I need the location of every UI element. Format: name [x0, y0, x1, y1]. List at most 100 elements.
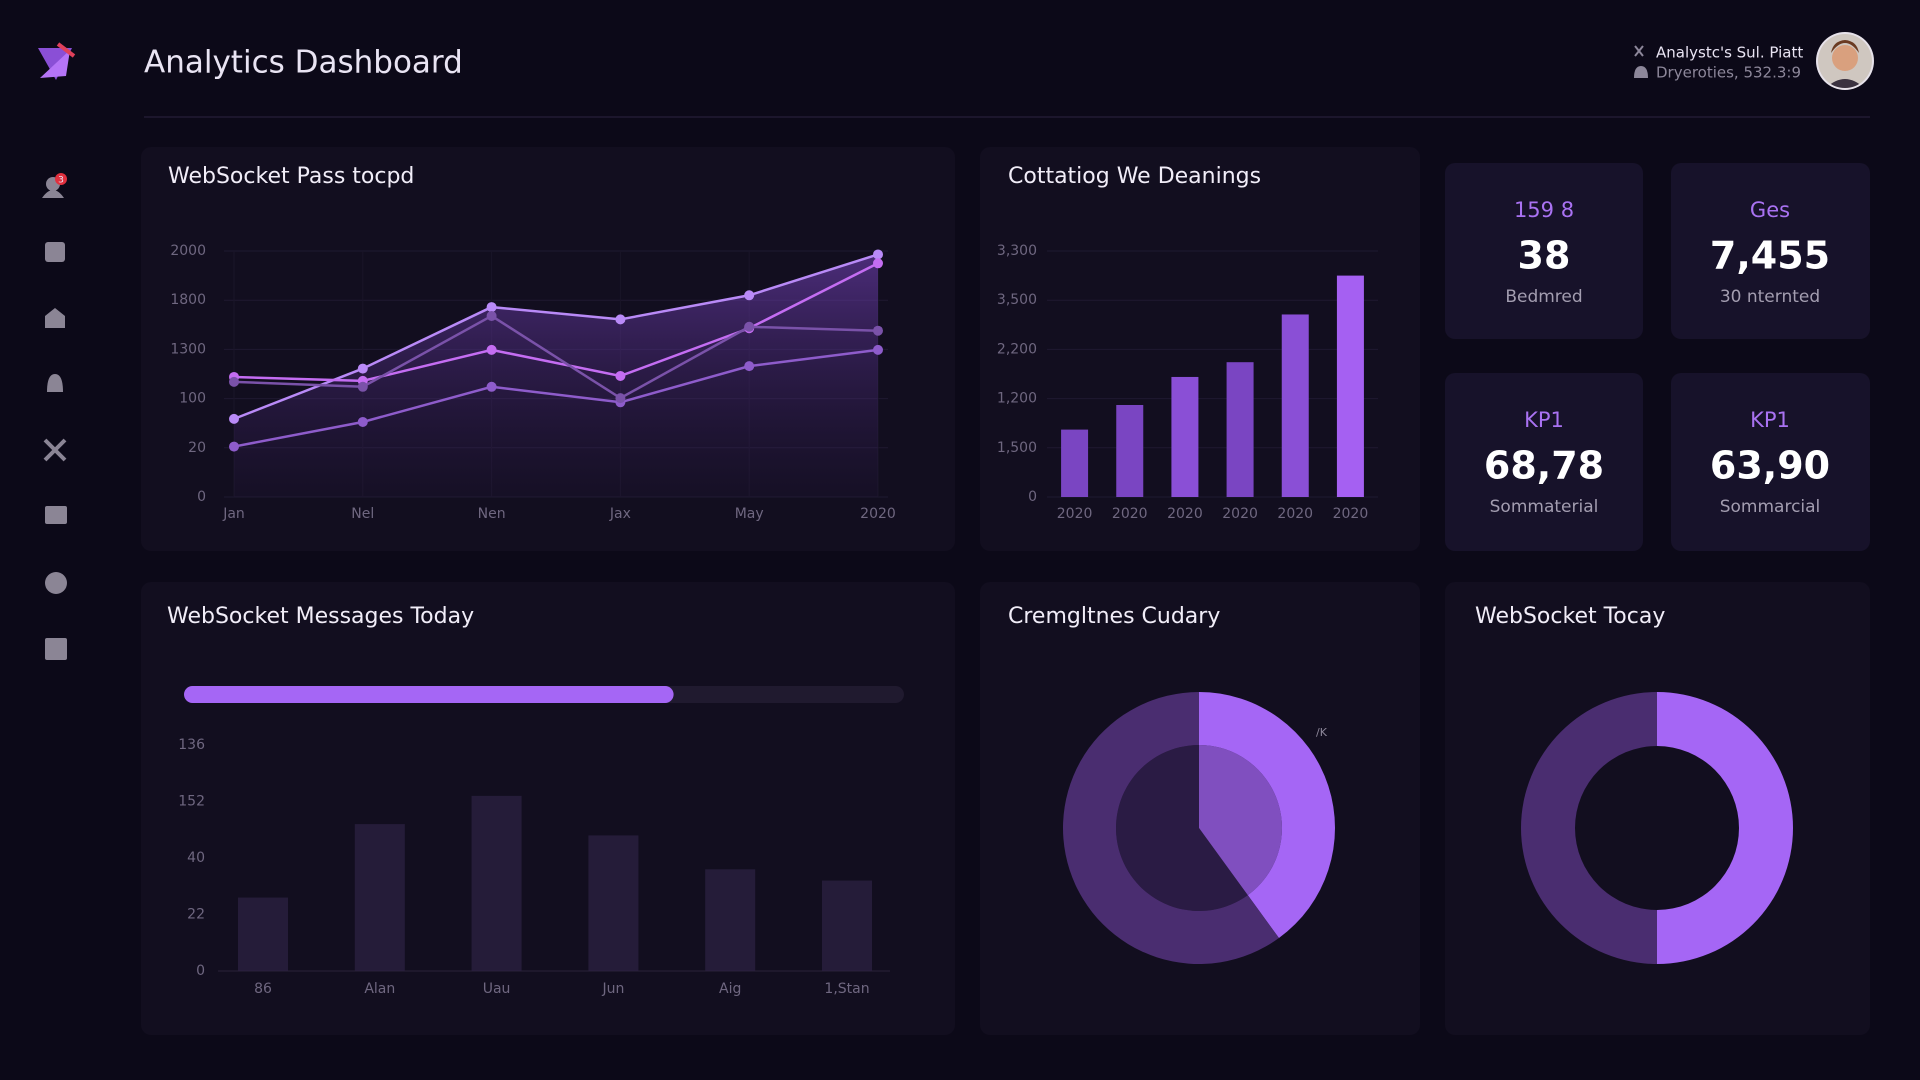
y-tick-label: 3,500 — [997, 292, 1037, 308]
bar — [822, 880, 872, 971]
x-tick-label: 2020 — [1057, 506, 1093, 522]
donut-segment — [1062, 692, 1279, 964]
panel-title: WebSocket Pass tocpd — [168, 164, 414, 189]
y-tick-label: 2000 — [170, 243, 206, 259]
point — [873, 325, 883, 336]
panel-title: WebSocket Tocay — [1475, 604, 1665, 629]
bar — [1171, 376, 1199, 497]
kpi-card — [1445, 163, 1643, 339]
x-tick-label: 2020 — [1277, 506, 1313, 522]
y-tick-label: 22 — [187, 907, 205, 923]
page-title: Analytics Dashboard — [144, 45, 463, 81]
kpi-label: Ges — [1750, 198, 1790, 222]
point — [229, 376, 239, 387]
x-tick-label: Jun — [601, 981, 624, 997]
kpi-caption: Sommarcial — [1720, 497, 1821, 517]
bar — [1281, 314, 1309, 497]
bar — [238, 897, 288, 971]
kpi-value: 38 — [1518, 234, 1571, 278]
annotation: /K — [1316, 726, 1328, 739]
y-tick-label: 3,300 — [997, 243, 1037, 259]
x-tick-label: Nen — [478, 506, 506, 522]
line — [233, 253, 879, 421]
user-name: Analystc's Sul. Piatt — [1656, 44, 1803, 62]
bar — [705, 869, 756, 971]
x-tick-label: May — [735, 506, 764, 522]
y-tick-label: 136 — [178, 737, 205, 753]
y-tick-label: 0 — [197, 489, 206, 505]
point — [615, 314, 626, 325]
notification-badge: 3 — [58, 176, 64, 186]
y-tick-label: 20 — [188, 440, 206, 456]
point — [357, 416, 368, 427]
user-icon — [1634, 45, 1644, 57]
point — [357, 363, 368, 374]
point — [873, 258, 883, 269]
y-tick-label: 0 — [196, 963, 205, 979]
kpi-label: KP1 — [1524, 408, 1564, 432]
logo — [38, 42, 76, 80]
point — [357, 381, 368, 392]
point — [486, 344, 497, 355]
x-tick-label: Nel — [351, 506, 374, 522]
area — [234, 254, 878, 497]
point — [486, 302, 497, 313]
nav-store[interactable] — [45, 308, 65, 328]
nav-reports[interactable] — [45, 242, 65, 262]
point — [744, 290, 755, 301]
bar — [1116, 404, 1144, 497]
point — [744, 361, 755, 372]
progress-fill — [184, 686, 674, 703]
kpi-caption: 30 nternted — [1720, 287, 1820, 307]
kpi-value: 68,78 — [1484, 444, 1604, 488]
kpi-value: 7,455 — [1710, 234, 1830, 278]
line — [233, 262, 879, 383]
kpi-caption: Bedmred — [1505, 287, 1582, 307]
nav-alerts[interactable] — [47, 374, 63, 392]
point — [873, 249, 883, 260]
x-tick-label: Aig — [719, 981, 741, 997]
inner-slice — [1115, 745, 1248, 911]
nav-calendar[interactable] — [45, 638, 67, 660]
nav-billing[interactable] — [45, 572, 67, 594]
x-tick-label: 1,Stan — [824, 981, 869, 997]
sidebar — [42, 173, 67, 660]
inner-slice — [1199, 745, 1282, 896]
y-tick-label: 152 — [178, 794, 205, 810]
point — [873, 344, 883, 355]
nav-users[interactable] — [42, 173, 67, 198]
point — [486, 381, 497, 392]
bar — [354, 824, 405, 971]
x-tick-label: 2020 — [860, 506, 896, 522]
kpi-label: 159 8 — [1514, 198, 1574, 222]
x-tick-label: 2020 — [1112, 506, 1148, 522]
donut-segment — [1199, 692, 1335, 939]
point — [229, 441, 239, 452]
y-tick-label: 40 — [187, 850, 205, 866]
kpi-label: KP1 — [1750, 408, 1790, 432]
nav-messages[interactable] — [45, 506, 67, 524]
point — [744, 321, 755, 332]
x-tick-label: 2020 — [1222, 506, 1258, 522]
panel-title: WebSocket Messages Today — [167, 604, 474, 629]
y-tick-label: 1800 — [170, 292, 206, 308]
y-tick-label: 1300 — [170, 341, 206, 357]
kpi-card — [1445, 373, 1643, 551]
nav-tools[interactable] — [43, 438, 67, 462]
bar — [1226, 362, 1254, 497]
bar — [1336, 275, 1364, 497]
bar — [588, 835, 639, 971]
card — [1445, 582, 1870, 1035]
point — [615, 393, 626, 404]
point — [229, 413, 239, 424]
x-tick-label: Jax — [609, 506, 631, 522]
x-tick-label: 86 — [254, 981, 272, 997]
panel-title: Cremgltnes Cudary — [1008, 604, 1220, 629]
y-tick-label: 1,200 — [997, 391, 1037, 407]
y-tick-label: 0 — [1028, 489, 1037, 505]
x-tick-label: Alan — [364, 981, 395, 997]
point — [486, 310, 497, 321]
avatar[interactable] — [1815, 30, 1875, 92]
y-tick-label: 100 — [179, 391, 206, 407]
